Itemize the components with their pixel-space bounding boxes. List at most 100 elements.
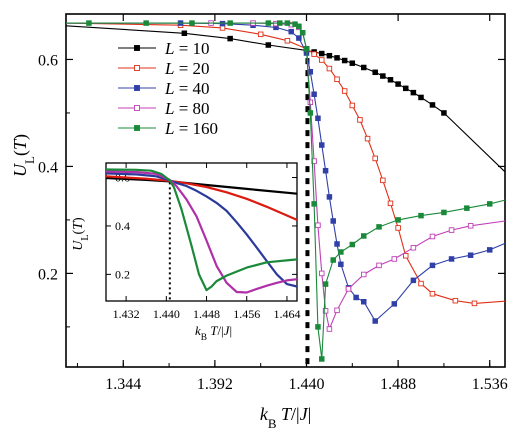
y-tick-label: 0.6 <box>38 52 58 69</box>
data-point-marker <box>338 249 344 255</box>
inset-x-tick-label: 1.432 <box>113 307 140 321</box>
data-point-marker <box>284 20 291 26</box>
data-point-marker <box>441 110 447 116</box>
data-point-marker <box>467 252 474 258</box>
data-point-marker <box>410 244 417 251</box>
data-point-marker <box>387 77 394 83</box>
data-point-marker <box>181 30 188 37</box>
data-point-marker <box>380 177 386 184</box>
data-point-marker <box>86 20 92 26</box>
x-tick-label: 1.536 <box>472 376 508 393</box>
data-point-marker <box>364 135 371 142</box>
data-point-marker <box>227 20 233 26</box>
data-point-marker <box>429 262 436 269</box>
data-point-marker <box>361 271 367 278</box>
data-point-marker <box>326 65 333 72</box>
data-point-marker <box>395 225 401 231</box>
data-point-marker <box>277 20 283 26</box>
data-point-marker <box>257 31 264 38</box>
data-point-marker <box>418 280 424 287</box>
data-point-marker <box>448 256 455 262</box>
x-tick-label: 1.440 <box>288 376 324 393</box>
y-tick-label: 0.2 <box>38 266 58 283</box>
data-point-marker <box>299 29 306 36</box>
data-point-marker <box>376 224 382 230</box>
inset-y-tick-label: 0.2 <box>115 267 130 281</box>
data-point-marker <box>372 155 378 162</box>
data-point-marker <box>418 94 424 101</box>
data-point-marker <box>410 277 417 284</box>
data-point-marker <box>349 60 356 66</box>
data-point-marker <box>464 205 470 211</box>
data-point-marker <box>471 300 478 307</box>
data-point-marker <box>322 281 329 287</box>
data-point-marker <box>338 261 344 268</box>
inset-series-line-1 <box>105 175 298 221</box>
data-point-marker <box>361 298 367 305</box>
main-plot-frame <box>65 13 506 368</box>
data-point-marker <box>330 218 336 224</box>
data-point-marker <box>334 55 340 61</box>
inset-x-tick-label: 1.456 <box>233 307 260 321</box>
data-point-marker <box>189 20 195 26</box>
x-tick-label: 1.488 <box>380 376 416 393</box>
data-point-marker <box>311 201 317 207</box>
data-point-marker <box>330 257 336 263</box>
series-line-L10 <box>65 25 506 173</box>
inset-x-tick-label: 1.464 <box>273 307 300 321</box>
data-point-marker <box>429 102 436 108</box>
legend-entry-label: L = 160 <box>164 119 218 138</box>
data-point-marker <box>391 256 398 262</box>
data-point-marker <box>452 297 459 304</box>
data-point-marker <box>319 50 325 57</box>
inset-series-line-4 <box>105 168 298 292</box>
data-point-marker <box>372 318 378 324</box>
data-point-marker <box>311 51 317 57</box>
x-tick-label: 1.392 <box>197 376 233 393</box>
data-point-marker <box>448 227 455 233</box>
data-point-marker <box>341 57 348 64</box>
data-point-marker <box>296 35 302 41</box>
data-point-marker <box>143 20 149 26</box>
data-point-marker <box>311 91 317 97</box>
data-point-marker <box>265 42 272 48</box>
data-point-marker <box>402 85 409 92</box>
data-point-marker <box>326 194 333 200</box>
data-point-marker <box>410 89 417 96</box>
legend-marker <box>134 105 140 111</box>
data-point-marker <box>380 73 386 79</box>
data-point-marker <box>353 294 359 301</box>
data-point-marker <box>319 57 325 63</box>
x-axis-label: kB T/|J| <box>260 404 311 431</box>
data-point-marker <box>307 110 314 116</box>
data-point-marker <box>391 301 398 307</box>
inset-x-tick-label: 1.440 <box>153 307 180 321</box>
legend-marker <box>134 65 140 71</box>
inset-y-tick-label: 0.4 <box>115 219 130 233</box>
data-point-marker <box>315 222 321 229</box>
data-point-marker <box>402 253 409 259</box>
data-point-marker <box>319 142 325 148</box>
legend-entry-label: L = 20 <box>164 59 210 78</box>
data-point-marker <box>372 69 378 76</box>
y-tick-label: 0.4 <box>38 159 58 176</box>
data-point-marker <box>429 233 436 240</box>
data-point-marker <box>315 324 321 330</box>
data-point-marker <box>265 20 272 26</box>
main-chart: 1.344 1.392 1.440 1.488 1.536 0.2 0.4 0.6 kB T/|… <box>10 13 508 431</box>
data-point-marker <box>486 247 493 253</box>
data-point-marker <box>284 37 291 44</box>
y-axis-label: UL(T) <box>10 134 37 177</box>
data-point-marker <box>486 201 493 207</box>
legend-entry-label: L = 80 <box>164 99 210 118</box>
data-point-marker <box>322 308 329 314</box>
data-point-marker <box>334 241 340 247</box>
data-point-marker <box>429 290 436 297</box>
data-point-marker <box>319 356 325 362</box>
data-point-marker <box>441 209 447 216</box>
data-point-marker <box>395 217 401 223</box>
data-point-marker <box>315 115 321 122</box>
data-point-marker <box>361 64 367 71</box>
x-tick-label: 1.344 <box>105 376 141 393</box>
